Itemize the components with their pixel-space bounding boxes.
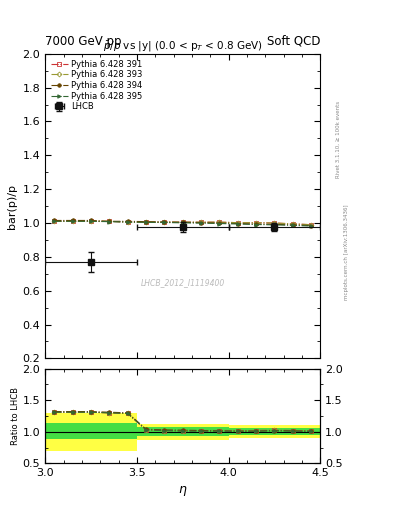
Pythia 6.428 393: [89, 218, 94, 224]
Pythia 6.428 394: [272, 221, 277, 227]
Pythia 6.428 394: [52, 218, 57, 224]
Pythia 6.428 394: [290, 222, 295, 228]
Pythia 6.428 391: [290, 221, 295, 227]
Pythia 6.428 394: [70, 218, 75, 224]
Pythia 6.428 395: [199, 220, 204, 226]
Pythia 6.428 393: [125, 219, 130, 225]
Pythia 6.428 394: [162, 219, 167, 225]
Pythia 6.428 391: [89, 218, 94, 224]
Pythia 6.428 393: [309, 222, 314, 228]
Pythia 6.428 395: [107, 219, 112, 225]
Pythia 6.428 391: [199, 219, 204, 225]
Pythia 6.428 394: [199, 220, 204, 226]
Y-axis label: bar(p)/p: bar(p)/p: [7, 184, 17, 228]
Pythia 6.428 391: [107, 218, 112, 224]
Text: Soft QCD: Soft QCD: [267, 35, 320, 48]
Line: Pythia 6.428 391: Pythia 6.428 391: [53, 220, 313, 226]
Pythia 6.428 394: [107, 218, 112, 224]
Pythia 6.428 395: [309, 223, 314, 229]
Pythia 6.428 395: [235, 221, 240, 227]
Pythia 6.428 391: [272, 220, 277, 226]
Pythia 6.428 394: [254, 221, 259, 227]
Pythia 6.428 393: [107, 218, 112, 224]
Text: mcplots.cern.ch [arXiv:1306.3436]: mcplots.cern.ch [arXiv:1306.3436]: [344, 204, 349, 300]
Pythia 6.428 391: [162, 219, 167, 225]
Pythia 6.428 393: [144, 219, 149, 225]
Pythia 6.428 393: [70, 218, 75, 224]
Line: Pythia 6.428 395: Pythia 6.428 395: [53, 220, 313, 228]
Pythia 6.428 391: [70, 218, 75, 224]
Pythia 6.428 394: [89, 218, 94, 224]
Pythia 6.428 394: [309, 223, 314, 229]
Pythia 6.428 395: [52, 218, 57, 224]
Pythia 6.428 393: [254, 220, 259, 226]
Pythia 6.428 393: [199, 219, 204, 225]
Pythia 6.428 391: [217, 219, 222, 225]
X-axis label: $\eta$: $\eta$: [178, 484, 187, 498]
Pythia 6.428 395: [89, 218, 94, 224]
Legend: Pythia 6.428 391, Pythia 6.428 393, Pythia 6.428 394, Pythia 6.428 395, LHCB: Pythia 6.428 391, Pythia 6.428 393, Pyth…: [50, 58, 144, 113]
Pythia 6.428 395: [254, 222, 259, 228]
Pythia 6.428 395: [217, 221, 222, 227]
Pythia 6.428 393: [290, 221, 295, 227]
Pythia 6.428 394: [144, 219, 149, 225]
Pythia 6.428 393: [235, 220, 240, 226]
Text: 7000 GeV pp: 7000 GeV pp: [45, 35, 122, 48]
Title: $\bar{p}/p$ vs |y| (0.0 < p$_{T}$ < 0.8 GeV): $\bar{p}/p$ vs |y| (0.0 < p$_{T}$ < 0.8 …: [103, 39, 263, 54]
Pythia 6.428 391: [309, 222, 314, 228]
Pythia 6.428 393: [272, 220, 277, 226]
Pythia 6.428 391: [180, 219, 185, 225]
Text: Rivet 3.1.10, ≥ 100k events: Rivet 3.1.10, ≥ 100k events: [336, 100, 341, 178]
Pythia 6.428 394: [235, 221, 240, 227]
Line: Pythia 6.428 393: Pythia 6.428 393: [53, 220, 313, 226]
Pythia 6.428 391: [125, 219, 130, 225]
Pythia 6.428 391: [52, 218, 57, 224]
Pythia 6.428 395: [180, 220, 185, 226]
Line: Pythia 6.428 394: Pythia 6.428 394: [53, 219, 313, 227]
Pythia 6.428 395: [125, 219, 130, 225]
Text: LHCB_2012_I1119400: LHCB_2012_I1119400: [141, 278, 225, 287]
Pythia 6.428 391: [235, 220, 240, 226]
Pythia 6.428 395: [162, 220, 167, 226]
Pythia 6.428 394: [180, 219, 185, 225]
Pythia 6.428 394: [217, 220, 222, 226]
Pythia 6.428 395: [144, 219, 149, 225]
Pythia 6.428 393: [217, 219, 222, 225]
Pythia 6.428 393: [162, 219, 167, 225]
Pythia 6.428 391: [254, 220, 259, 226]
Pythia 6.428 395: [272, 222, 277, 228]
Pythia 6.428 395: [70, 218, 75, 224]
Pythia 6.428 395: [290, 222, 295, 228]
Pythia 6.428 391: [144, 219, 149, 225]
Pythia 6.428 393: [52, 218, 57, 224]
Pythia 6.428 394: [125, 218, 130, 224]
Y-axis label: Ratio to LHCB: Ratio to LHCB: [11, 387, 20, 445]
Pythia 6.428 393: [180, 219, 185, 225]
